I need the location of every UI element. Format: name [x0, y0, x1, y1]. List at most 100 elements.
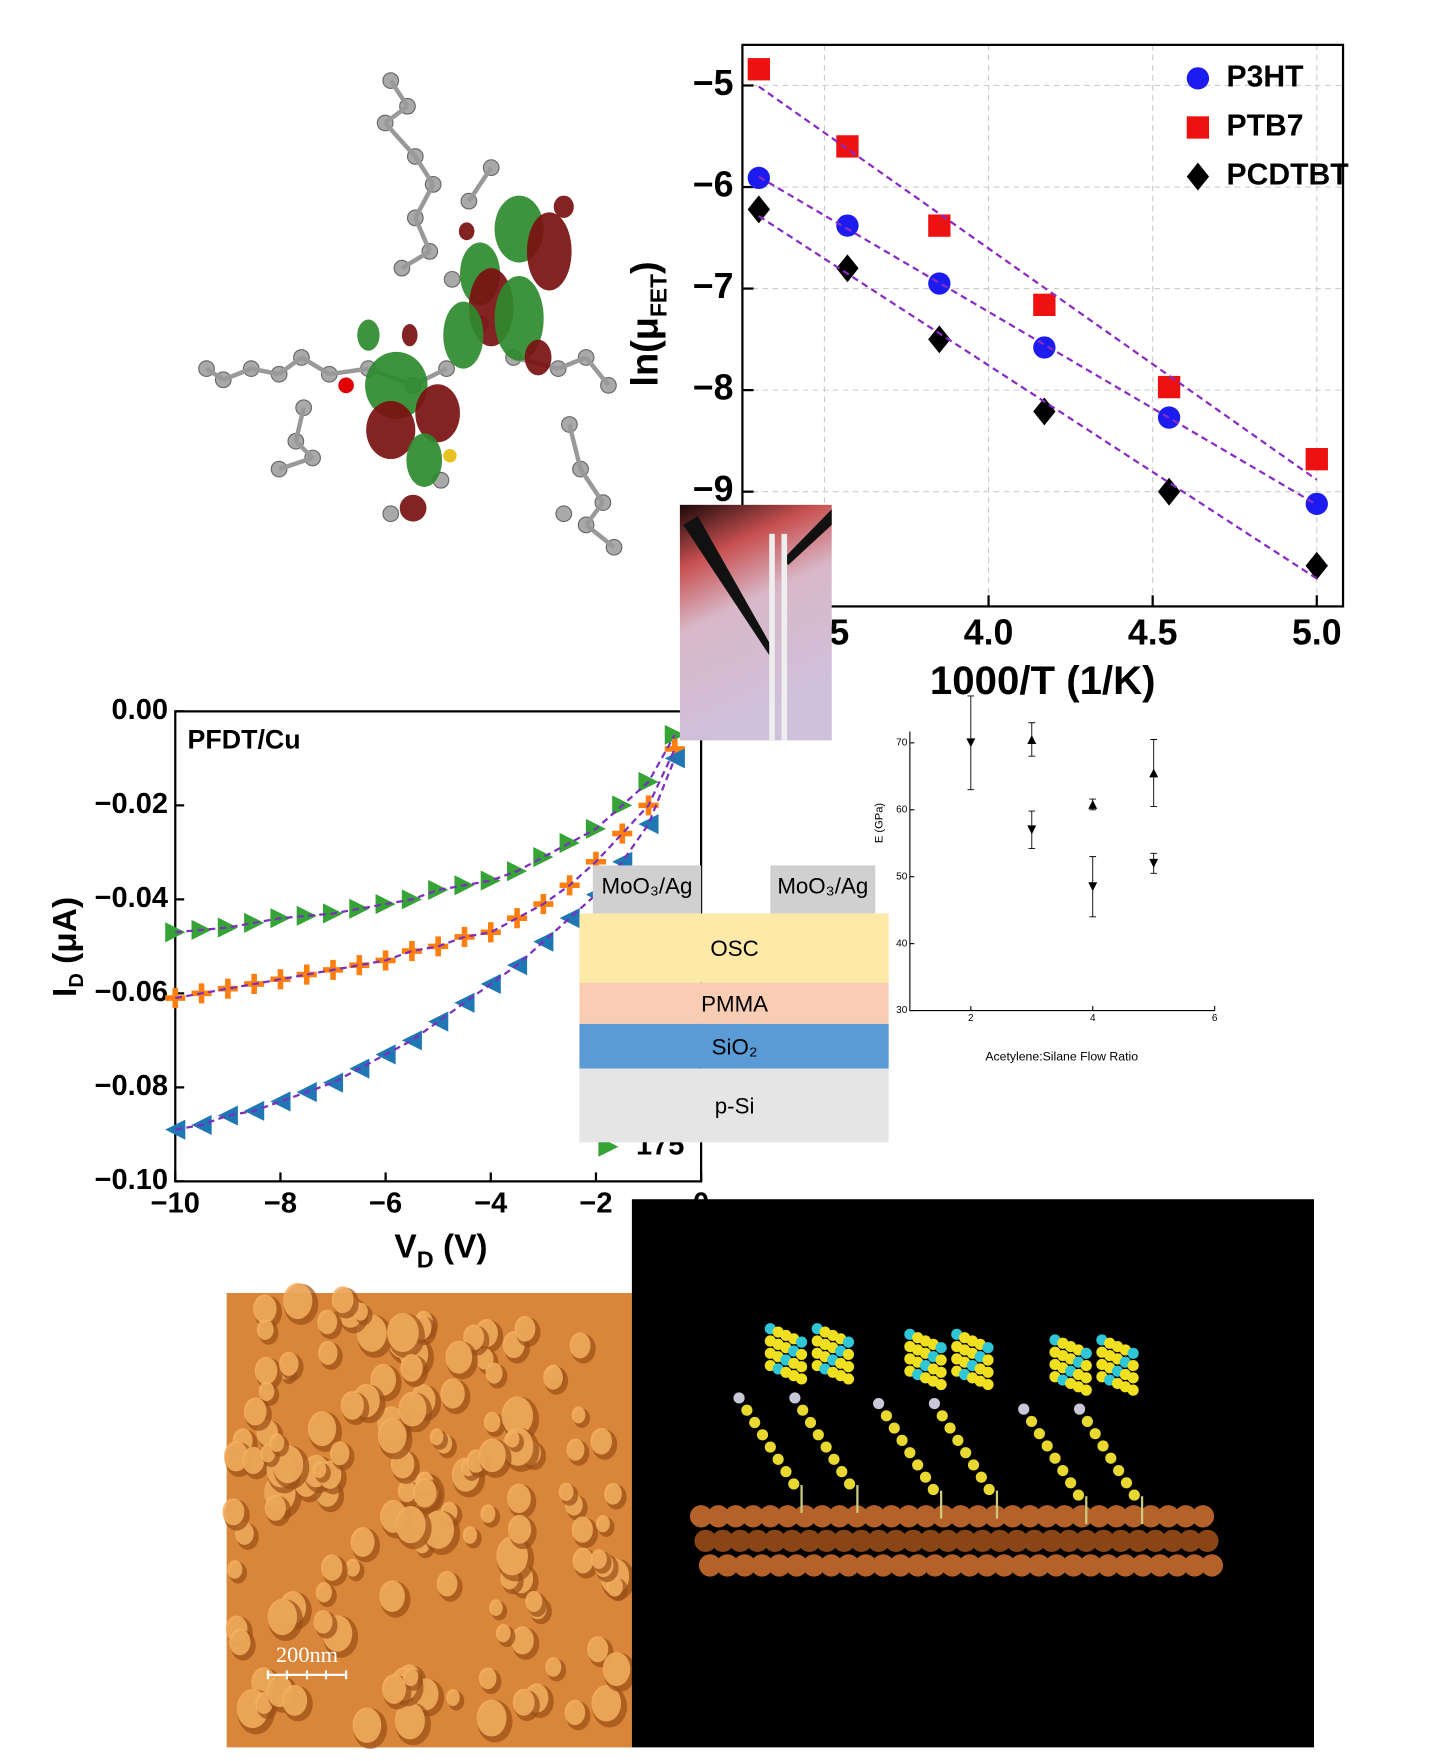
afm-grain — [313, 1610, 333, 1634]
chain-atom — [983, 1483, 995, 1496]
substrate-atom — [711, 1529, 735, 1553]
substrate-atom — [716, 1554, 739, 1577]
afm-grain — [512, 1688, 535, 1716]
chain-atom — [788, 1478, 800, 1490]
bond — [413, 183, 436, 219]
molecule-image — [198, 72, 623, 556]
y-axis-label: ID (μA) — [47, 897, 88, 997]
crystal-atom — [982, 1366, 994, 1378]
afm-grain — [254, 1356, 278, 1385]
marker — [428, 1011, 449, 1032]
probe-needle — [783, 509, 832, 566]
crystal-atom — [1127, 1372, 1139, 1384]
afm-grain — [507, 1514, 532, 1544]
substrate-atom — [1040, 1529, 1063, 1553]
afm-grain — [398, 1391, 427, 1427]
crystal-atom — [982, 1354, 994, 1366]
substrate-atom — [850, 1529, 873, 1553]
chain-atom — [1120, 1477, 1133, 1489]
afm-grain — [571, 1516, 593, 1543]
chain-atom — [1081, 1415, 1093, 1427]
marker — [480, 870, 501, 891]
afm-grain — [318, 1340, 338, 1365]
y-axis-label: ln(μFET) — [625, 261, 672, 386]
orbital-lobe — [399, 494, 427, 522]
marker — [1088, 799, 1098, 809]
substrate-atom — [1144, 1529, 1167, 1553]
substrate-atom — [689, 1505, 713, 1528]
afm-grain — [476, 1699, 507, 1737]
legend-label: PTB7 — [1227, 109, 1304, 142]
substrate-atom — [776, 1505, 799, 1528]
fit-line — [758, 85, 1318, 481]
bond — [578, 467, 605, 504]
substrate-atom — [837, 1554, 860, 1577]
marker — [401, 941, 422, 962]
substrate-atom — [971, 1529, 994, 1553]
marker — [966, 738, 976, 748]
afm-grain — [282, 1684, 308, 1716]
chain-atom — [952, 1434, 964, 1446]
afm-grain — [446, 1689, 460, 1706]
substrate-atom — [707, 1505, 730, 1528]
substrate-atom — [1105, 1505, 1128, 1528]
afm-grain — [227, 1560, 243, 1579]
orbital-lobe — [366, 401, 416, 460]
substrate-atom — [793, 1505, 817, 1528]
fit-curve — [175, 757, 676, 1131]
marker — [836, 254, 859, 283]
x-tick-label: 4.5 — [1128, 612, 1178, 652]
afm-grain — [312, 1460, 327, 1479]
substrate-atom — [1023, 1529, 1046, 1553]
afm-grain — [283, 1282, 313, 1320]
substrate-atom — [729, 1529, 752, 1553]
afm-grain — [558, 1482, 574, 1502]
bond — [400, 249, 431, 271]
chain-atom — [820, 1441, 832, 1453]
afm-grain — [379, 1580, 405, 1612]
marker — [1305, 551, 1328, 580]
afm-grain — [223, 1441, 249, 1472]
x-axis-label-part: (V) — [434, 1228, 488, 1265]
render-background — [631, 1199, 1315, 1748]
substrate-atom — [1183, 1554, 1206, 1577]
substrate-atom — [1044, 1554, 1068, 1577]
electrode-strip — [781, 533, 788, 741]
x-axis-label: 1000/T (1/K) — [930, 658, 1156, 703]
chart: 2 4 6 30 40 50 60 70 Acetylene:Silane Flow Ratio… — [870, 695, 1229, 1072]
substrate-atom — [1062, 1554, 1085, 1577]
substrate-atom — [1139, 1505, 1163, 1528]
bond — [329, 366, 369, 377]
chain-atom — [1097, 1440, 1109, 1452]
chain-atom — [1033, 1428, 1045, 1440]
substrate-atom — [984, 1505, 1007, 1528]
substrate-atom — [949, 1505, 972, 1528]
marker — [928, 272, 951, 295]
orbital-lobe — [415, 384, 460, 443]
y-axis-label-part: FET — [646, 274, 672, 317]
afm-grain — [352, 1707, 382, 1744]
x-axis-label-part: D — [417, 1247, 434, 1273]
x-axis-label: VD (V) — [394, 1228, 487, 1272]
bond — [584, 523, 616, 549]
afm-grain — [394, 1702, 425, 1740]
chain-atom — [904, 1447, 916, 1459]
substrate-atom — [828, 1505, 851, 1528]
orbital-lobe — [524, 339, 552, 376]
marker — [296, 905, 317, 926]
substrate-atom — [785, 1554, 808, 1577]
substrate-atom — [862, 1505, 886, 1528]
marker — [1033, 336, 1056, 359]
substrate-atom — [936, 1529, 959, 1553]
chain-atom — [1065, 1477, 1077, 1489]
crystal-atom — [842, 1336, 855, 1348]
probe-needle — [683, 515, 775, 657]
afm-grain — [571, 1406, 586, 1424]
substrate-atom — [1122, 1505, 1145, 1528]
afm-grain — [422, 1510, 455, 1549]
y-axis-label-part: ln(μ — [625, 317, 667, 387]
crystal-atom — [935, 1342, 947, 1354]
afm-grain — [412, 1477, 437, 1508]
orbital-lobe — [365, 351, 428, 419]
